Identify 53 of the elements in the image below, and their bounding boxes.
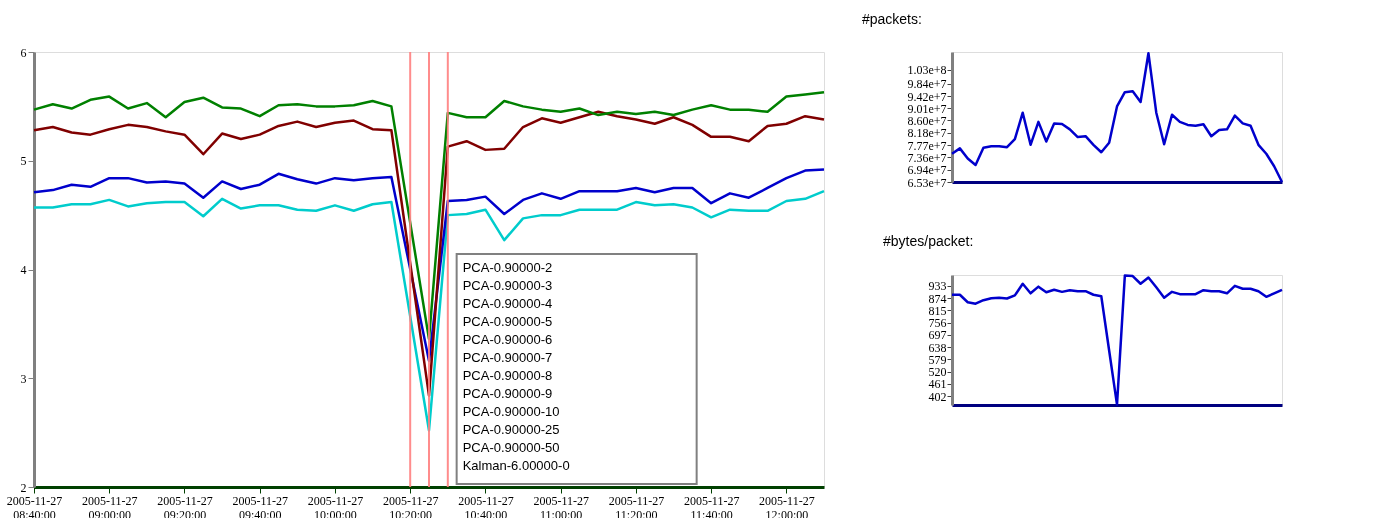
- x-tick-label: 2005-11-27 09:20:00: [157, 493, 213, 518]
- y-tick-label: 6.53e+7: [907, 175, 947, 190]
- y-tick-label: 7.77e+7: [907, 138, 947, 153]
- annotation: PCA-0.90000-9: [462, 386, 553, 401]
- y-tick-label: 9.42e+7: [907, 89, 947, 104]
- y-tick-label: 874: [928, 291, 947, 306]
- line-series: [32, 189, 826, 432]
- annotation: PCA-0.90000-5: [462, 314, 553, 329]
- chart-title: #bytes/packet:: [883, 233, 974, 250]
- y-tick-label: 815: [928, 303, 947, 318]
- x-tick-label: 2005-11-27 12:00:00: [759, 493, 815, 518]
- x-tick-label: 2005-11-27 09:00:00: [81, 493, 138, 518]
- y-tick-label: 9.84e+7: [907, 77, 947, 92]
- x-tick-label: 2005-11-27 10:40:00: [458, 493, 514, 518]
- x-tick-label: 2005-11-27 09:40:00: [232, 493, 288, 518]
- y-tick-label: 520: [928, 365, 947, 380]
- annotation: PCA-0.90000-2: [462, 260, 553, 275]
- y-tick-label: 402: [928, 389, 947, 404]
- x-tick-label: 2005-11-27 10:20:00: [382, 493, 439, 518]
- y-tick-label: 3: [20, 371, 27, 386]
- y-tick-label: 933: [928, 279, 947, 294]
- annotation: PCA-0.90000-25: [462, 422, 560, 437]
- chart-title: #packets:: [861, 10, 922, 27]
- x-tick-label: 2005-11-27 11:00:00: [533, 493, 589, 518]
- y-tick-label: 5: [20, 154, 27, 169]
- annotation: PCA-0.90000-7: [462, 350, 553, 365]
- annotation: PCA-0.90000-6: [462, 332, 553, 347]
- y-tick-label: 8.60e+7: [907, 113, 947, 128]
- y-tick-label: 579: [928, 352, 947, 367]
- annotation: PCA-0.90000-10: [462, 404, 560, 419]
- line-series: [32, 110, 826, 397]
- y-tick-label: 7.36e+7: [907, 150, 947, 165]
- x-tick-label: 2005-11-27 11:20:00: [608, 493, 665, 518]
- y-tick-label: 8.18e+7: [907, 126, 947, 141]
- y-tick-label: 638: [928, 340, 947, 355]
- y-tick-label: 6: [20, 45, 27, 60]
- y-tick-label: 461: [928, 377, 947, 392]
- annotation: PCA-0.90000-4: [462, 296, 553, 311]
- annotation: Kalman-6.00000-0: [462, 458, 570, 473]
- annotation: PCA-0.90000-8: [462, 368, 553, 383]
- line-series: [32, 168, 826, 363]
- annotation: PCA-0.90000-50: [462, 440, 560, 455]
- y-tick-label: 6.94e+7: [907, 163, 947, 178]
- annotation: PCA-0.90000-3: [462, 278, 553, 293]
- y-tick-label: 9.01e+7: [907, 101, 947, 116]
- y-tick-label: 4: [20, 263, 27, 277]
- y-tick-label: 697: [928, 328, 947, 343]
- y-tick-label: 756: [928, 316, 947, 331]
- y-tick-label: 1.03e+8: [907, 63, 947, 78]
- x-tick-label: 2005-11-27 10:00:00: [307, 493, 364, 518]
- x-tick-label: 2005-11-27 08:40:00: [6, 493, 63, 518]
- y-tick-label: 2: [20, 480, 27, 495]
- x-tick-label: 2005-11-27 11:40:00: [683, 493, 740, 518]
